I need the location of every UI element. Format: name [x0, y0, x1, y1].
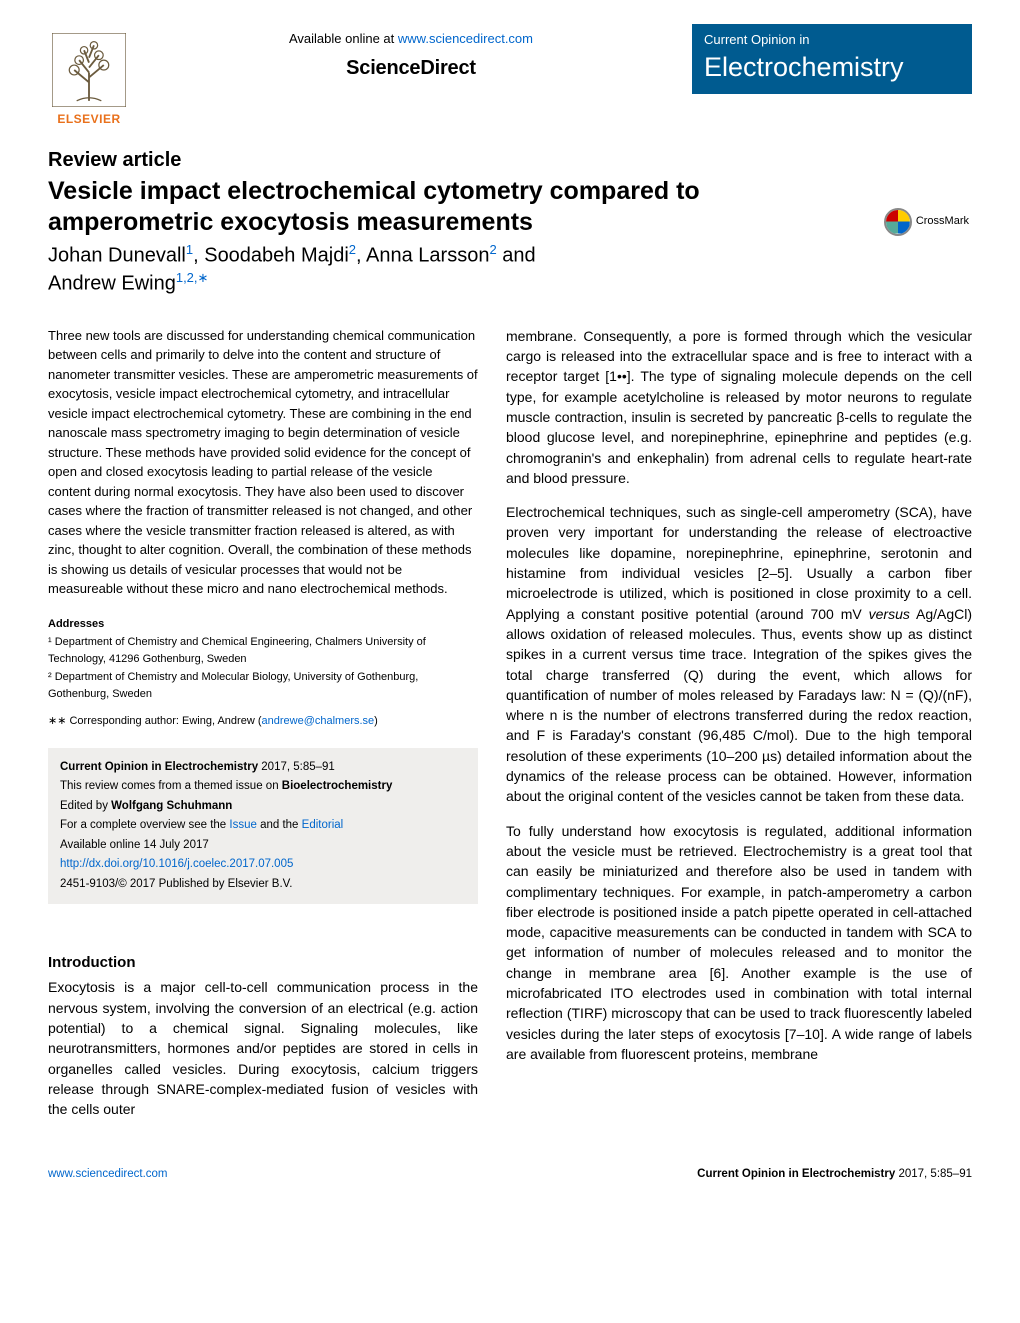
crossmark-badge[interactable]: CrossMark: [881, 205, 972, 239]
available-date: Available online 14 July 2017: [60, 836, 466, 856]
citation-line: Current Opinion in Electrochemistry 2017…: [60, 758, 466, 778]
paper-title: Vesicle impact electrochemical cytometry…: [48, 176, 869, 239]
citation-rest: 2017, 5:85–91: [258, 761, 335, 773]
copyright-line: 2451-9103/© 2017 Published by Elsevier B…: [60, 875, 466, 895]
citation-journal: Current Opinion in Electrochemistry: [60, 761, 258, 773]
crossmark-icon: [884, 208, 912, 236]
introduction-body: Exocytosis is a major cell-to-cell commu…: [48, 977, 478, 1119]
header-row: ELSEVIER Available online at www.science…: [48, 24, 972, 128]
footer-citation: 2017, 5:85–91: [895, 1168, 972, 1180]
title-block: Review article Vesicle impact electroche…: [48, 146, 972, 298]
footer-journal: Current Opinion in Electrochemistry: [697, 1168, 895, 1180]
versus-italic: versus: [869, 606, 910, 622]
right-para-3: To fully understand how exocytosis is re…: [506, 821, 972, 1065]
sciencedirect-url-link[interactable]: www.sciencedirect.com: [398, 31, 533, 46]
sciencedirect-wordmark: ScienceDirect: [154, 54, 668, 82]
abstract: Three new tools are discussed for unders…: [48, 326, 478, 599]
authors-line: Johan Dunevall1, Soodabeh Majdi2, Anna L…: [48, 241, 972, 298]
doi-link[interactable]: http://dx.doi.org/10.1016/j.coelec.2017.…: [60, 858, 293, 870]
address-1: ¹ Department of Chemistry and Chemical E…: [48, 634, 478, 667]
ref-2-5[interactable]: [2–5]: [758, 565, 789, 581]
overview-prefix: For a complete overview see the: [60, 819, 229, 831]
ref-7-10[interactable]: [7–10]: [785, 1026, 824, 1042]
issue-link[interactable]: Issue: [229, 819, 257, 831]
journal-small-text: Current Opinion in: [704, 31, 960, 49]
left-column: Three new tools are discussed for unders…: [48, 326, 478, 1120]
themed-issue-line: This review comes from a themed issue on…: [60, 777, 466, 797]
edited-prefix: Edited by: [60, 800, 111, 812]
right-para-2: Electrochemical techniques, such as sing…: [506, 502, 972, 806]
available-prefix: Available online at: [289, 31, 398, 46]
p3a: To fully understand how exocytosis is re…: [506, 823, 972, 981]
addresses-heading: Addresses: [48, 617, 478, 632]
available-online-line: Available online at www.sciencedirect.co…: [154, 30, 668, 48]
page: ELSEVIER Available online at www.science…: [0, 0, 1020, 1156]
ref-1[interactable]: [1••]: [605, 368, 630, 384]
two-column-body: Three new tools are discussed for unders…: [48, 326, 972, 1120]
review-article-label: Review article: [48, 146, 869, 174]
citation-box: Current Opinion in Electrochemistry 2017…: [48, 748, 478, 905]
ref-6[interactable]: [6]: [710, 965, 726, 981]
title-row: Review article Vesicle impact electroche…: [48, 146, 972, 239]
footer-left-link[interactable]: www.sciencedirect.com: [48, 1168, 168, 1180]
right-column: membrane. Consequently, a pore is formed…: [506, 326, 972, 1120]
p2c: Ag/AgCl) allows oxidation of released mo…: [506, 606, 972, 805]
corresponding-author: ∗∗ Corresponding author: Ewing, Andrew (…: [48, 714, 478, 729]
overview-line: For a complete overview see the Issue an…: [60, 816, 466, 836]
corr-suffix: ): [374, 715, 378, 727]
footer-right: Current Opinion in Electrochemistry 2017…: [697, 1166, 972, 1182]
page-footer: www.sciencedirect.com Current Opinion in…: [0, 1156, 1020, 1196]
header-center: Available online at www.sciencedirect.co…: [154, 24, 668, 82]
edited-by-line: Edited by Wolfgang Schuhmann: [60, 797, 466, 817]
overview-mid: and the: [257, 819, 302, 831]
crossmark-label: CrossMark: [916, 214, 969, 229]
elsevier-text: ELSEVIER: [57, 111, 120, 128]
address-2: ² Department of Chemistry and Molecular …: [48, 669, 478, 702]
corr-email-link[interactable]: andrewe@chalmers.se: [262, 715, 375, 727]
journal-big-text: Electrochemistry: [704, 49, 960, 87]
title-text-col: Review article Vesicle impact electroche…: [48, 146, 869, 239]
elsevier-tree-icon: [52, 33, 126, 107]
p1b: . The type of signaling molecule depends…: [506, 368, 972, 485]
corr-prefix: ∗∗ Corresponding author: Ewing, Andrew (: [48, 715, 262, 727]
themed-prefix: This review comes from a themed issue on: [60, 780, 282, 792]
elsevier-logo: ELSEVIER: [48, 24, 130, 128]
themed-bold: Bioelectrochemistry: [282, 780, 393, 792]
journal-badge: Current Opinion in Electrochemistry: [692, 24, 972, 94]
introduction-heading: Introduction: [48, 952, 478, 973]
right-para-1: membrane. Consequently, a pore is formed…: [506, 326, 972, 488]
editorial-link[interactable]: Editorial: [302, 819, 344, 831]
editor-name: Wolfgang Schuhmann: [111, 800, 232, 812]
